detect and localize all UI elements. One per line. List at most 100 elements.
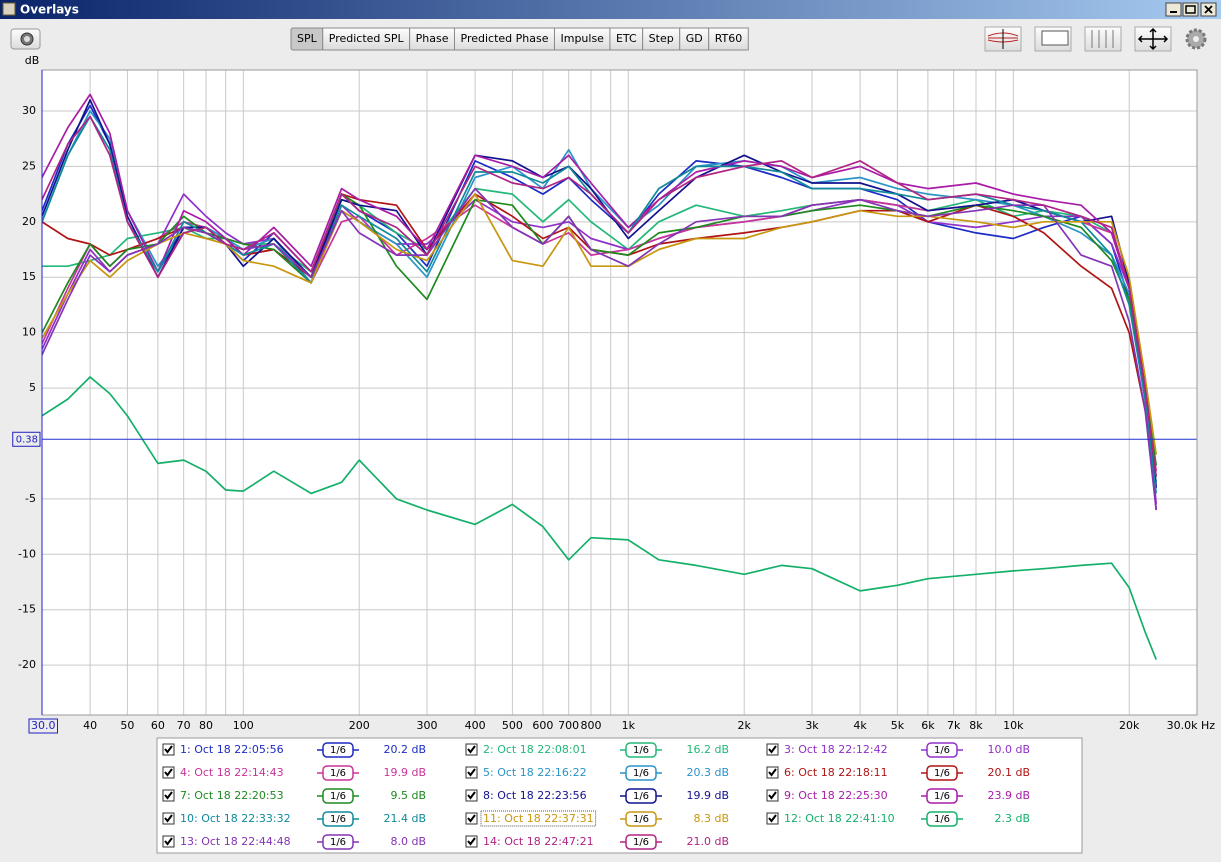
smoothing-box[interactable]	[926, 765, 958, 781]
legend-name[interactable]: 8: Oct 18 22:23:56	[483, 789, 587, 802]
smoothing-box[interactable]	[322, 811, 354, 827]
smoothing-label[interactable]: 1/6	[633, 745, 649, 756]
legend-name[interactable]: 14: Oct 18 22:47:21	[483, 835, 594, 848]
maximize-glyph	[1185, 5, 1196, 14]
legend-level: 20.3 dB	[686, 766, 729, 779]
x-cursor-box	[28, 718, 58, 734]
legend-entry[interactable]: 9: Oct 18 22:25:30 1/6 23.9 dB	[766, 788, 1030, 804]
minimize-button[interactable]	[1165, 2, 1182, 17]
tab-button[interactable]	[708, 27, 749, 51]
tab[interactable]: ETC	[609, 27, 644, 51]
x-tick-label: 4k	[853, 719, 867, 732]
smoothing-label[interactable]: 1/6	[330, 791, 346, 802]
smoothing-label[interactable]: 1/6	[633, 768, 649, 779]
tab-label[interactable]: Predicted SPL	[329, 32, 405, 45]
smoothing-box[interactable]	[926, 788, 958, 804]
legend-entry[interactable]: 6: Oct 18 22:18:11 1/6 20.1 dB	[766, 765, 1030, 781]
legend-entry[interactable]: 5: Oct 18 22:16:22 1/6 20.3 dB	[465, 765, 729, 781]
tab[interactable]: RT60	[708, 27, 749, 51]
legend-level: 21.4 dB	[383, 812, 426, 825]
smoothing-label[interactable]: 1/6	[633, 837, 649, 848]
x-tick-label: 70	[177, 719, 191, 732]
tab-label[interactable]: ETC	[616, 32, 637, 45]
legend-entry[interactable]: 8: Oct 18 22:23:56 1/6 19.9 dB	[465, 788, 729, 804]
tab-label[interactable]: GD	[686, 32, 703, 45]
response-curve	[42, 115, 1158, 477]
tab-label[interactable]: RT60	[715, 32, 743, 45]
camera-button[interactable]	[10, 28, 41, 50]
response-curve	[42, 93, 1158, 511]
tab[interactable]: Step	[642, 27, 681, 51]
legend-entry[interactable]: 14: Oct 18 22:47:21 1/6 21.0 dB	[465, 834, 729, 850]
tab[interactable]: Predicted SPL	[322, 27, 411, 51]
smoothing-label[interactable]: 1/6	[330, 837, 346, 848]
legend-entry[interactable]: 2: Oct 18 22:08:01 1/6 16.2 dB	[465, 742, 729, 758]
legend-name[interactable]: 1: Oct 18 22:05:56	[180, 743, 284, 756]
smoothing-box[interactable]	[625, 765, 657, 781]
smoothing-label[interactable]: 1/6	[934, 814, 950, 825]
legend-entry[interactable]: 10: Oct 18 22:33:32 1/6 21.4 dB	[162, 811, 426, 827]
legend-name[interactable]: 2: Oct 18 22:08:01	[483, 743, 587, 756]
legend-entry[interactable]: 1: Oct 18 22:05:56 1/6 20.2 dB	[162, 742, 426, 758]
smoothing-label[interactable]: 1/6	[934, 745, 950, 756]
smoothing-box[interactable]	[322, 765, 354, 781]
smoothing-label[interactable]: 1/6	[633, 814, 649, 825]
smoothing-label[interactable]: 1/6	[330, 814, 346, 825]
tab[interactable]: SPL	[290, 27, 324, 51]
legend-name[interactable]: 3: Oct 18 22:12:42	[784, 743, 888, 756]
legend-name[interactable]: 10: Oct 18 22:33:32	[180, 812, 291, 825]
tab[interactable]: Phase	[409, 27, 455, 51]
smoothing-box[interactable]	[625, 834, 657, 850]
plot-area	[42, 70, 1197, 715]
legend-checkmark	[164, 837, 173, 846]
legend-name[interactable]: 6: Oct 18 22:18:11	[784, 766, 888, 779]
smoothing-label[interactable]: 1/6	[934, 768, 950, 779]
response-curve	[42, 187, 1158, 511]
legend-checkmark	[467, 814, 476, 823]
smoothing-label[interactable]: 1/6	[330, 768, 346, 779]
smoothing-box[interactable]	[322, 742, 354, 758]
tab-label[interactable]: Impulse	[560, 32, 604, 45]
smoothing-box[interactable]	[322, 788, 354, 804]
legend-entry[interactable]: 11: Oct 18 22:37:31 1/6 8.3 dB	[465, 810, 729, 827]
smoothing-box[interactable]	[926, 811, 958, 827]
legend-level: 20.1 dB	[987, 766, 1030, 779]
legend-name[interactable]: 5: Oct 18 22:16:22	[483, 766, 587, 779]
x-tick-label: 10k	[1003, 719, 1024, 732]
smoothing-label[interactable]: 1/6	[330, 745, 346, 756]
tab[interactable]: Predicted Phase	[454, 27, 555, 51]
response-curve	[42, 193, 1158, 455]
legend-entry[interactable]: 7: Oct 18 22:20:53 1/6 9.5 dB	[162, 788, 426, 804]
legend-name[interactable]: 11: Oct 18 22:37:31	[483, 812, 594, 825]
legend-checkmark	[467, 791, 476, 800]
legend-entry[interactable]: 4: Oct 18 22:14:43 1/6 19.9 dB	[162, 765, 426, 781]
smoothing-box[interactable]	[625, 788, 657, 804]
legend-checkmark	[467, 745, 476, 754]
smoothing-box[interactable]	[625, 742, 657, 758]
legend-entry[interactable]: 13: Oct 18 22:44:48 1/6 8.0 dB	[162, 834, 426, 850]
smoothing-box[interactable]	[625, 811, 657, 827]
x-tick-label: 700	[558, 719, 579, 732]
legend-name[interactable]: 9: Oct 18 22:25:30	[784, 789, 888, 802]
tab-label[interactable]: Predicted Phase	[461, 32, 549, 45]
legend-entry[interactable]: 12: Oct 18 22:41:10 1/6 2.3 dB	[766, 811, 1030, 827]
smoothing-label[interactable]: 1/6	[633, 791, 649, 802]
legend-name[interactable]: 7: Oct 18 22:20:53	[180, 789, 284, 802]
tab-label[interactable]: Phase	[416, 32, 449, 45]
legend-entry[interactable]: 3: Oct 18 22:12:42 1/6 10.0 dB	[766, 742, 1030, 758]
window-buttons[interactable]	[1165, 2, 1217, 17]
legend-name[interactable]: 4: Oct 18 22:14:43	[180, 766, 284, 779]
smoothing-box[interactable]	[926, 742, 958, 758]
legend-level: 8.0 dB	[390, 835, 426, 848]
legend-name[interactable]: 12: Oct 18 22:41:10	[784, 812, 895, 825]
smoothing-box[interactable]	[322, 834, 354, 850]
fit-glyph	[1137, 27, 1169, 51]
x-tick-label: 6k	[921, 719, 935, 732]
tab[interactable]: GD	[679, 27, 710, 51]
grid-view-button[interactable]	[1084, 26, 1122, 52]
tab[interactable]: Impulse	[553, 27, 611, 51]
legend-name[interactable]: 13: Oct 18 22:44:48	[180, 835, 291, 848]
tab-label[interactable]: SPL	[297, 32, 318, 45]
smoothing-label[interactable]: 1/6	[934, 791, 950, 802]
tab-label[interactable]: Step	[649, 32, 674, 45]
